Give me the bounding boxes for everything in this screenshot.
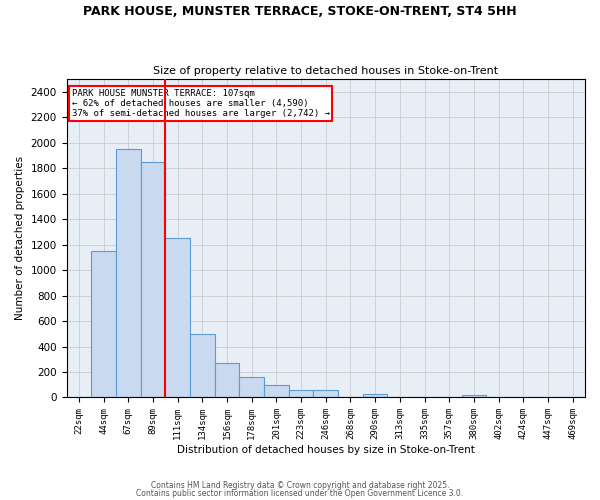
Bar bbox=[363, 394, 388, 398]
Bar bbox=[190, 334, 215, 398]
X-axis label: Distribution of detached houses by size in Stoke-on-Trent: Distribution of detached houses by size … bbox=[177, 445, 475, 455]
Bar bbox=[264, 384, 289, 398]
Text: Contains HM Land Registry data © Crown copyright and database right 2025.: Contains HM Land Registry data © Crown c… bbox=[151, 481, 449, 490]
Bar bbox=[116, 149, 140, 398]
Y-axis label: Number of detached properties: Number of detached properties bbox=[15, 156, 25, 320]
Bar bbox=[239, 377, 264, 398]
Bar bbox=[140, 162, 165, 398]
Title: Size of property relative to detached houses in Stoke-on-Trent: Size of property relative to detached ho… bbox=[153, 66, 499, 76]
Bar bbox=[91, 251, 116, 398]
Bar bbox=[289, 390, 313, 398]
Text: PARK HOUSE MUNSTER TERRACE: 107sqm
← 62% of detached houses are smaller (4,590)
: PARK HOUSE MUNSTER TERRACE: 107sqm ← 62%… bbox=[72, 88, 330, 118]
Text: Contains public sector information licensed under the Open Government Licence 3.: Contains public sector information licen… bbox=[136, 488, 464, 498]
Text: PARK HOUSE, MUNSTER TERRACE, STOKE-ON-TRENT, ST4 5HH: PARK HOUSE, MUNSTER TERRACE, STOKE-ON-TR… bbox=[83, 5, 517, 18]
Bar bbox=[313, 390, 338, 398]
Bar bbox=[165, 238, 190, 398]
Bar bbox=[461, 395, 486, 398]
Bar bbox=[215, 363, 239, 398]
